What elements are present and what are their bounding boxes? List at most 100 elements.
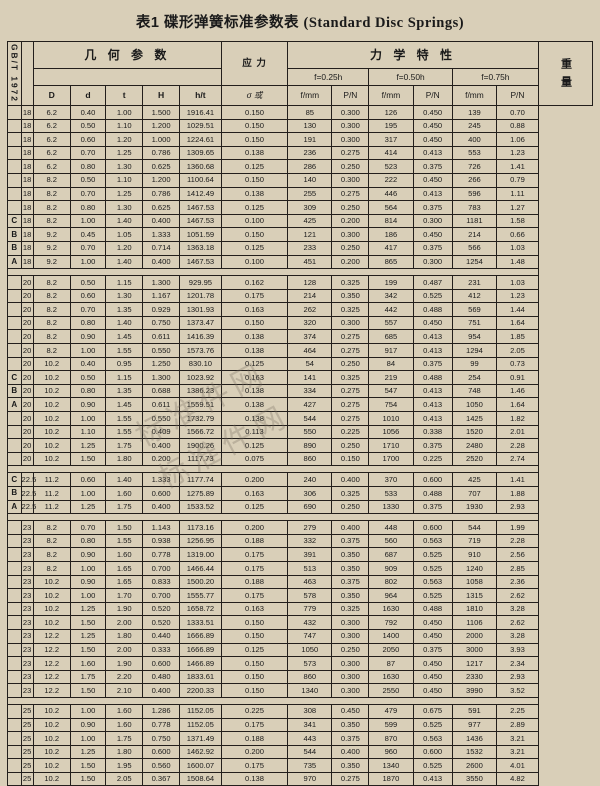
cell-p2: 560 <box>368 533 414 549</box>
cell-group: B <box>7 383 22 399</box>
cell-d: 12.2 <box>32 656 71 671</box>
table-row: 18 6.2 0.40 1.00 1.500 1916.41 0.150 85 0.300 126… <box>7 104 593 120</box>
cell-f3: 0.300 <box>412 254 453 270</box>
cell-H: 1.80 <box>105 451 144 467</box>
table-row: B 18 9.2 0.70 1.20 0.714 1363.18 0.125 233 0.250 4… <box>7 240 593 256</box>
cell-t: 1.00 <box>69 588 107 603</box>
cell-t: 1.25 <box>69 438 107 453</box>
cell-p2: 802 <box>368 574 414 590</box>
cell-ht: 0.367 <box>142 771 180 786</box>
cell-H: 1.75 <box>105 438 144 453</box>
cell-f3: 0.450 <box>412 172 453 188</box>
cell-d: 11.2 <box>32 499 71 515</box>
table-group-separator <box>7 513 593 522</box>
cell-sigma: 1029.51 <box>179 118 222 134</box>
header-row-3: D d t H h/t σ 或 f/mm P/N f/mm P/N f/mm P… <box>8 85 593 106</box>
cell-d: 8.2 <box>32 343 71 358</box>
cell-t: 1.75 <box>69 669 107 685</box>
table-row: 25 10.2 1.50 2.05 0.367 1508.64 0.138 970 0.275 1… <box>7 771 593 786</box>
cell-ht: 1.000 <box>142 132 180 147</box>
cell-f1: 0.175 <box>220 560 289 576</box>
cell-p3: 425 <box>451 472 498 487</box>
cell-H: 2.05 <box>105 771 144 786</box>
cell-f1: 0.175 <box>220 758 289 773</box>
cell-D: 20 <box>20 329 34 345</box>
cell-sigma: 1051.59 <box>179 227 222 242</box>
cell-f2: 0.400 <box>331 472 370 487</box>
cell-w: 0.70 <box>496 104 539 120</box>
cell-D: 18 <box>20 118 34 134</box>
cell-f3: 0.525 <box>412 560 453 576</box>
cell-d: 10.2 <box>32 370 71 385</box>
cell-f1: 0.175 <box>220 547 289 562</box>
cell-p1: 140 <box>287 172 333 188</box>
cell-d: 6.2 <box>32 145 71 161</box>
cell-f2: 0.200 <box>331 254 370 270</box>
cell-sigma: 1467.53 <box>179 213 222 229</box>
cell-H: 1.60 <box>105 717 144 733</box>
cell-D: 20 <box>20 356 34 372</box>
cell-sigma: 1600.07 <box>179 758 222 773</box>
cell-f1: 0.150 <box>220 315 289 331</box>
cell-p1: 306 <box>287 486 333 501</box>
cell-f2: 0.350 <box>331 560 370 576</box>
cell-p1: 890 <box>287 438 333 453</box>
col-t: t <box>105 85 144 106</box>
cell-p3: 2600 <box>451 758 498 773</box>
cell-p3: 1050 <box>451 397 498 413</box>
cell-f3: 0.450 <box>412 132 453 147</box>
cell-f1: 0.075 <box>220 451 289 467</box>
cell-group <box>7 520 22 535</box>
cell-t: 1.60 <box>69 656 107 671</box>
cell-D: 25 <box>20 758 34 773</box>
cell-d: 10.2 <box>32 588 71 603</box>
table-row: 23 8.2 0.80 1.55 0.938 1256.95 0.188 332 0.375 56… <box>7 533 593 549</box>
cell-p3: 1240 <box>451 560 498 576</box>
cell-p3: 1425 <box>451 411 498 426</box>
cell-w: 1.27 <box>496 200 539 215</box>
cell-f1: 0.150 <box>220 172 289 188</box>
cell-f3: 0.525 <box>412 547 453 562</box>
cell-d: 10.2 <box>32 717 71 733</box>
table-row: B 22.5 11.2 1.00 1.60 0.600 1275.89 0.163 306 0.3… <box>7 486 593 501</box>
cell-f1: 0.150 <box>220 628 289 644</box>
cell-t: 1.00 <box>69 411 107 426</box>
cell-w: 1.46 <box>496 383 539 399</box>
cell-d: 9.2 <box>32 227 71 242</box>
cell-f1: 0.125 <box>220 240 289 256</box>
cell-f3: 0.488 <box>412 370 453 385</box>
table-row: 25 10.2 1.50 1.95 0.560 1600.07 0.175 735 0.350 1… <box>7 758 593 773</box>
cell-D: 22.5 <box>20 472 36 487</box>
cell-p2: 533 <box>368 486 414 501</box>
cell-p2: 1710 <box>368 438 414 453</box>
cell-w: 1.41 <box>496 159 539 174</box>
header-f075: f=0.75h <box>451 68 539 87</box>
cell-D: 20 <box>20 411 34 426</box>
cell-f3: 0.563 <box>412 731 453 746</box>
cell-w: 4.01 <box>496 758 539 773</box>
cell-f3: 0.525 <box>412 588 453 603</box>
header-mechanics: 力 学 特 性 <box>287 40 539 70</box>
cell-p3: 3000 <box>451 642 498 658</box>
cell-sigma: 1555.77 <box>179 588 222 603</box>
cell-w: 2.85 <box>496 560 539 576</box>
cell-f1: 0.100 <box>220 213 289 229</box>
cell-f1: 0.125 <box>220 159 289 174</box>
cell-w: 2.01 <box>496 424 539 440</box>
cell-t: 0.80 <box>69 383 107 399</box>
table-row: 20 10.2 1.50 1.80 0.200 1117.73 0.075 860 0.150 1… <box>7 451 593 467</box>
cell-p1: 860 <box>287 669 333 685</box>
cell-p1: 255 <box>287 186 333 202</box>
cell-p2: 342 <box>368 288 414 304</box>
table-row: 25 10.2 1.00 1.75 0.750 1371.49 0.188 443 0.375 8… <box>7 731 593 746</box>
cell-group <box>7 547 22 562</box>
cell-t: 1.00 <box>69 703 107 719</box>
cell-p3: 1294 <box>451 343 498 358</box>
col-p1: P/N <box>331 85 370 106</box>
cell-p1: 341 <box>287 717 333 733</box>
cell-t: 1.00 <box>69 343 107 358</box>
cell-t: 1.00 <box>69 560 107 576</box>
cell-f1: 0.200 <box>220 520 289 535</box>
cell-d: 11.2 <box>32 472 71 487</box>
cell-sigma: 1500.20 <box>179 574 222 590</box>
